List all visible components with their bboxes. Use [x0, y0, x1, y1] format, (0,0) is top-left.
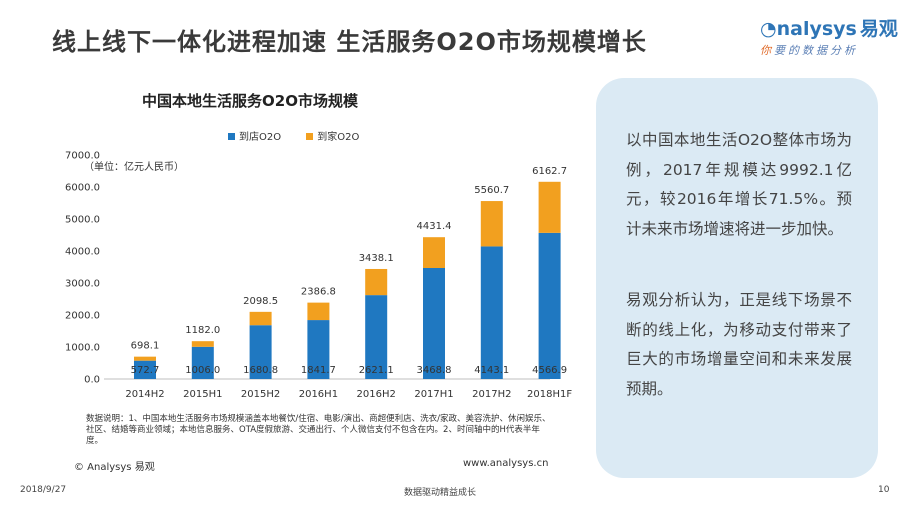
total-label: 698.1 — [131, 341, 160, 352]
legend-label-store: 到店O2O — [239, 132, 282, 143]
store-value-label: 4143.1 — [474, 365, 509, 376]
x-tick-label: 2017H1 — [414, 389, 453, 400]
total-label: 2098.5 — [243, 296, 278, 307]
chart-unit-label: （单位：亿元人民币） — [84, 162, 184, 173]
x-tick-label: 2015H1 — [183, 389, 222, 400]
logo-cn: 易观 — [859, 18, 898, 40]
y-tick-label: 6000.0 — [65, 183, 100, 194]
analysys-logo: ◔nalysys 易观 你要的数据分析 — [760, 14, 898, 58]
store-value-label: 572.7 — [131, 365, 160, 376]
y-tick-label: 0.0 — [84, 375, 100, 386]
y-tick-label: 7000.0 — [65, 151, 100, 162]
website-url: www.analysys.cn — [463, 458, 549, 469]
bar-home-o2o — [134, 356, 156, 361]
total-label: 6162.7 — [532, 166, 567, 177]
insight-paragraph-2: 易观分析认为，正是线下场景不断的线上化，为移动支付带来了巨大的市场增量空间和未来… — [626, 291, 852, 398]
chart-title: 中国本地生活服务O2O市场规模 — [142, 92, 358, 110]
bar-home-o2o — [538, 181, 561, 233]
bar-store-o2o — [480, 246, 503, 379]
x-tick-label: 2014H2 — [125, 389, 164, 400]
bar-home-o2o — [307, 302, 330, 321]
legend-swatch-store — [228, 132, 235, 140]
x-tick-label: 2016H2 — [357, 389, 396, 400]
store-value-label: 1841.7 — [301, 365, 336, 376]
store-value-label: 1680.8 — [243, 365, 278, 376]
y-tick-label: 2000.0 — [65, 311, 100, 322]
insight-panel: 以中国本地生活O2O整体市场为例，2017年规模达9992.1亿元，较2016年… — [596, 78, 878, 478]
bar-home-o2o — [480, 201, 503, 247]
chart-legend: 到店O2O 到家O2O — [228, 128, 381, 143]
bar-home-o2o — [191, 341, 214, 347]
legend-item-home: 到家O2O — [306, 132, 359, 143]
logo-mark-icon: ◔ — [760, 18, 777, 40]
logo-slogan: 你要的数据分析 — [760, 42, 890, 58]
x-tick-label: 2018H1F — [527, 389, 572, 400]
y-tick-label: 5000.0 — [65, 215, 100, 226]
y-tick-label: 4000.0 — [65, 247, 100, 258]
logo-slogan-first: 你 — [760, 44, 774, 57]
bar-home-o2o — [423, 237, 445, 268]
legend-swatch-home — [306, 132, 314, 140]
store-value-label: 1006.0 — [185, 365, 220, 376]
store-value-label: 3468.8 — [417, 365, 452, 376]
legend-label-home: 到家O2O — [317, 132, 360, 143]
slide-title: 线上线下一体化进程加速 生活服务O2O市场规模增长 — [52, 28, 647, 56]
bar-store-o2o — [538, 232, 561, 379]
footer-slogan: 数据驱动精益成长 — [404, 488, 477, 498]
y-tick-label: 3000.0 — [65, 279, 100, 290]
insight-paragraph-1: 以中国本地生活O2O整体市场为例，2017年规模达9992.1亿元，较2016年… — [626, 131, 852, 238]
total-label: 4431.4 — [417, 221, 452, 232]
legend-item-store: 到店O2O — [228, 132, 281, 143]
total-label: 1182.0 — [185, 325, 220, 336]
bar-store-o2o — [191, 346, 214, 379]
x-tick-label: 2015H2 — [241, 389, 280, 400]
bar-store-o2o — [307, 320, 330, 379]
y-tick-label: 1000.0 — [65, 343, 100, 354]
logo-slogan-rest: 要的数据分析 — [774, 44, 858, 57]
copyright: © Analysys 易观 — [74, 462, 155, 473]
bar-home-o2o — [249, 311, 272, 326]
x-tick-label: 2017H2 — [472, 389, 511, 400]
bar-store-o2o — [423, 267, 445, 379]
bar-store-o2o — [134, 360, 156, 379]
bar-home-o2o — [365, 268, 388, 296]
store-value-label: 4566.9 — [532, 365, 567, 376]
total-label: 5560.7 — [474, 185, 509, 196]
logo-name: nalysys — [776, 18, 857, 40]
total-label: 3438.1 — [359, 253, 394, 264]
data-notes: 数据说明：1、中国本地生活服务市场规模涵盖本地餐饮/住宿、电影/演出、商超便利店… — [86, 414, 551, 446]
total-label: 2386.8 — [301, 287, 336, 298]
footer-date: 2018/9/27 — [20, 485, 67, 495]
bar-store-o2o — [249, 325, 272, 379]
bar-store-o2o — [365, 295, 388, 379]
page-number: 10 — [878, 485, 890, 495]
store-value-label: 2621.1 — [359, 365, 394, 376]
x-tick-label: 2016H1 — [299, 389, 338, 400]
